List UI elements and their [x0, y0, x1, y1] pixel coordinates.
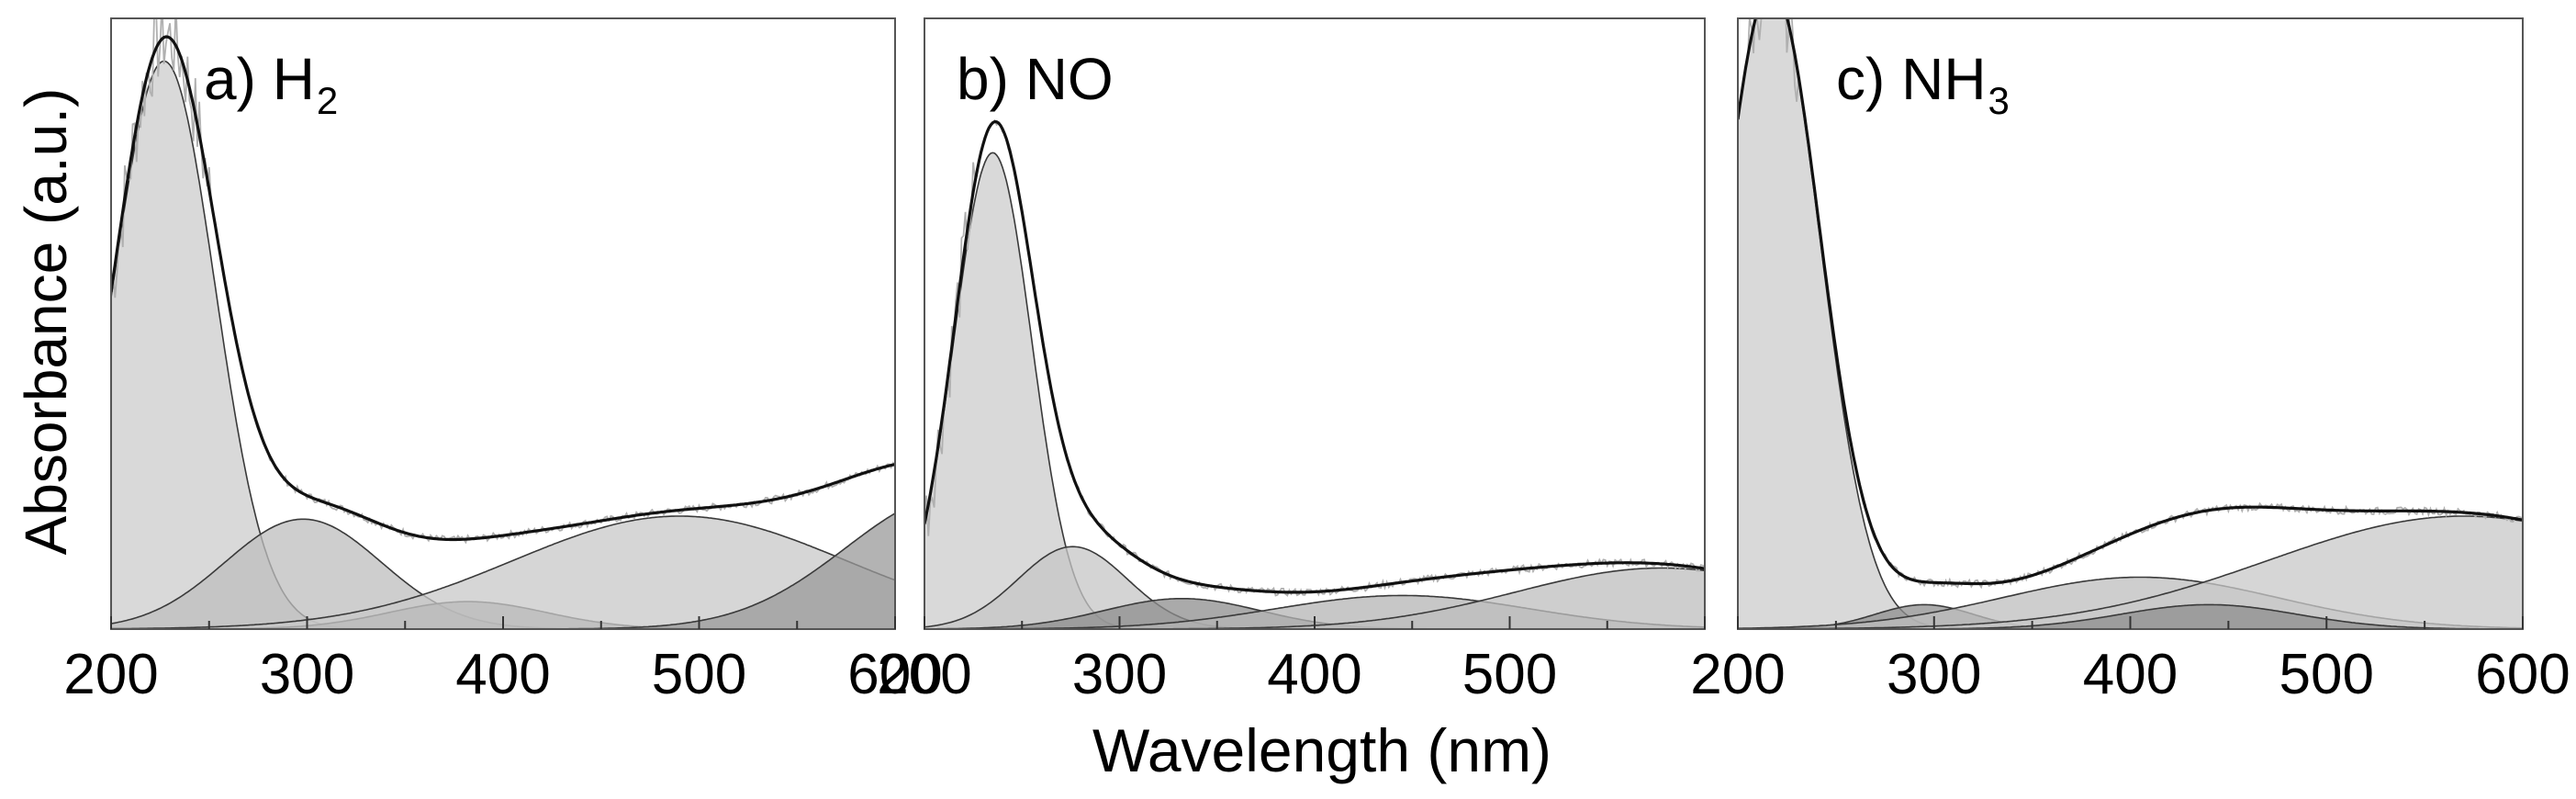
x-tick-label: 300 [1072, 643, 1167, 706]
panel-label-subscript: 2 [317, 79, 338, 122]
x-tick-label: 300 [260, 643, 354, 706]
gaussian-band [111, 515, 895, 629]
gaussian-band [1738, 18, 2523, 629]
panel-label: c) NH3 [1836, 46, 2010, 122]
gaussian-band [924, 567, 1705, 629]
x-tick-label: 400 [1267, 643, 1361, 706]
fit-envelope-line [1738, 18, 2523, 586]
panel-1: 200 300 400 500 600 a) H2 [63, 17, 943, 706]
x-tick-label: 400 [455, 643, 550, 706]
fit-envelope-line [111, 35, 895, 542]
panel-2: 200 300 400 500 b) NO [877, 17, 1706, 706]
gaussian-band [111, 60, 895, 629]
x-tick-label: 500 [2279, 643, 2374, 706]
x-tick-label: 600 [847, 643, 942, 706]
gaussian-band [1738, 515, 2523, 629]
x-tick-label: 300 [1887, 643, 1981, 706]
x-tick-label: 600 [2475, 643, 2570, 706]
x-axis-label: Wavelength (nm) [1092, 716, 1551, 784]
x-tick-label: 200 [63, 643, 158, 706]
panel-3: 200 300 400 500 600 c) NH3 [1690, 17, 2570, 706]
panel-label-subscript: 3 [1988, 79, 2010, 122]
gaussian-band [924, 152, 1705, 629]
gaussian-band [111, 512, 895, 629]
x-tick-label: 400 [2083, 643, 2178, 706]
y-axis-label: Absorbance (a.u.) [13, 88, 79, 556]
fit-envelope-line [924, 119, 1705, 594]
panel-label: a) H2 [204, 46, 338, 122]
x-tick-label: 200 [877, 643, 971, 706]
x-tick-label: 200 [1690, 643, 1785, 706]
x-tick-label: 500 [652, 643, 746, 706]
x-tick-label: 500 [1462, 643, 1557, 706]
panel-label: b) NO [957, 46, 1114, 112]
